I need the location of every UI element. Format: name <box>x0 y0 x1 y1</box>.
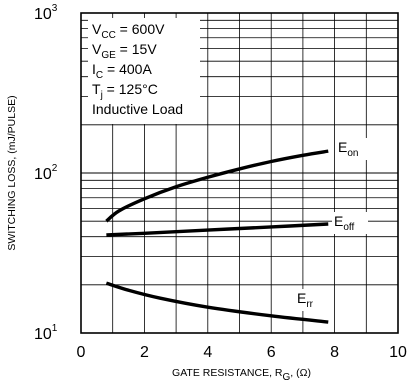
x-axis-title: GATE RESISTANCE, RG, (Ω) <box>172 367 311 381</box>
series-label-background <box>336 138 368 160</box>
series-line-off <box>106 222 329 237</box>
condition-line: VGE = 15V <box>92 41 157 61</box>
x-tick-label: 4 <box>203 344 212 361</box>
series-label-background <box>295 289 325 311</box>
x-tick-label: 6 <box>267 344 276 361</box>
plot-border <box>80 12 399 334</box>
y-tick-label: 103 <box>34 3 58 23</box>
y-tick-label: 101 <box>34 323 58 343</box>
y-tick-label: 102 <box>34 163 58 183</box>
tick-labels: 0 2 4 6 8 10 101 102 103 <box>34 3 407 361</box>
y-axis-title: SWITCHING LOSS, (mJ/PULSE) <box>6 95 18 250</box>
series-label-background <box>332 212 368 234</box>
series-line-rr <box>105 281 329 324</box>
conditions-background <box>88 18 200 124</box>
x-tick-label: 0 <box>77 344 86 361</box>
series-lines <box>105 149 329 324</box>
x-tick-label: 2 <box>140 344 149 361</box>
series-labels: Eon Eoff Err <box>295 138 368 311</box>
condition-line: IC = 400A <box>92 61 152 81</box>
series-label-on: Eon <box>338 139 358 159</box>
series-line-on <box>105 149 329 223</box>
condition-line: VCC = 600V <box>92 21 165 41</box>
series-label-rr: Err <box>297 290 314 310</box>
x-tick-label: 8 <box>330 344 339 361</box>
condition-line: Inductive Load <box>92 101 183 117</box>
x-tick-label: 10 <box>389 344 407 361</box>
series-label-off: Eoff <box>334 213 355 233</box>
grid <box>81 13 398 333</box>
plot-frame <box>80 12 399 334</box>
condition-line: Tj = 125°C <box>92 81 158 101</box>
axis-titles: GATE RESISTANCE, RG, (Ω) SWITCHING LOSS, … <box>6 95 311 383</box>
